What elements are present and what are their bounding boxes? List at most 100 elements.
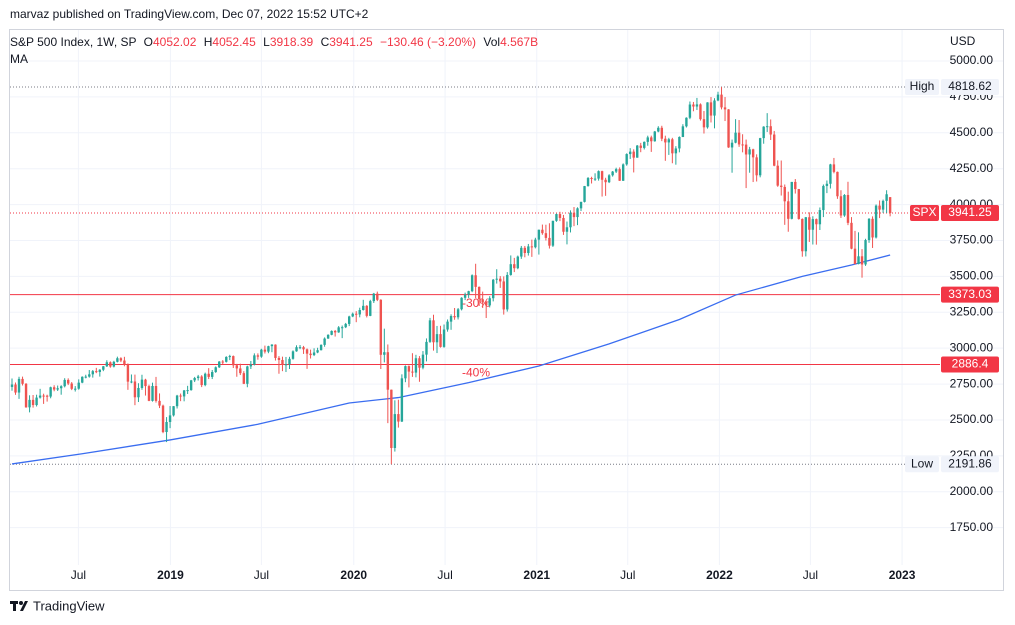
candle-body — [836, 171, 839, 197]
candle-body — [794, 181, 797, 190]
candle-body — [379, 299, 383, 355]
candle-body — [808, 217, 811, 230]
candle-body — [716, 94, 720, 101]
legend-value: 3918.39 — [269, 35, 314, 49]
candle-body — [825, 183, 829, 186]
candle-body — [811, 219, 815, 230]
candle-body — [172, 406, 175, 416]
candle-body — [228, 356, 231, 358]
candle-body — [470, 275, 474, 292]
x-tick-label: Jul — [437, 568, 452, 582]
candle-body — [818, 210, 822, 225]
candle-body — [822, 185, 825, 211]
candle-body — [232, 356, 235, 366]
candle-body — [263, 349, 267, 352]
candle-body — [460, 297, 463, 310]
candle-body — [709, 102, 713, 116]
x-tick-label: 2021 — [523, 568, 550, 582]
candle-body — [407, 366, 411, 372]
candle-body — [316, 350, 319, 353]
x-tick-label: Jul — [803, 568, 818, 582]
candle-body — [780, 185, 783, 187]
candle-body — [657, 127, 660, 132]
candle-body — [17, 378, 21, 393]
candle-body — [147, 386, 151, 401]
candle-body — [95, 371, 98, 373]
candle-body — [678, 136, 681, 149]
candle-body — [59, 386, 63, 389]
y-tick-label: 2750.00 — [950, 376, 994, 390]
candle-body — [211, 372, 214, 377]
candle-body — [35, 397, 38, 406]
legend-value: 4.567B — [500, 35, 539, 49]
x-tick-label: 2020 — [340, 568, 367, 582]
candle-body — [744, 144, 748, 155]
candle-body — [509, 264, 512, 275]
candle-body — [650, 137, 653, 142]
candle-body — [344, 323, 347, 328]
candle-body — [383, 352, 386, 355]
brand-logo — [10, 601, 28, 611]
candle-body — [843, 194, 846, 216]
candle-body — [860, 256, 864, 265]
candle-body — [337, 327, 340, 333]
candle-body — [390, 389, 393, 448]
ma-line — [11, 254, 891, 465]
candle-body — [730, 142, 734, 148]
candle-body — [270, 344, 274, 347]
candle-body — [333, 330, 337, 333]
candle-body — [28, 399, 31, 408]
candle-body — [302, 347, 305, 350]
candle-body — [249, 364, 253, 367]
levels: -30%-40% — [10, 86, 940, 465]
candle-body — [239, 368, 242, 374]
candle-body — [674, 148, 678, 154]
candle-body — [646, 137, 649, 142]
candle-body — [864, 240, 867, 265]
candle-body — [702, 119, 706, 128]
candle-body — [685, 117, 688, 127]
level-price: 3373.03 — [948, 287, 992, 301]
candle-body — [734, 132, 737, 143]
candle-body — [456, 309, 460, 318]
candle-body — [867, 218, 871, 241]
last-price-tag-box — [941, 205, 999, 222]
candle-body — [463, 294, 467, 298]
candle-body — [765, 126, 769, 128]
candle-body — [253, 355, 256, 365]
candle-body — [154, 385, 158, 401]
candle-body — [267, 346, 270, 352]
candle-body — [506, 274, 509, 310]
legend-label: O — [143, 35, 153, 49]
candle-body — [274, 344, 277, 358]
candle-body — [604, 179, 607, 183]
candle-body — [857, 256, 860, 265]
candle-body — [555, 214, 558, 221]
candle-body — [797, 189, 800, 219]
candle-body — [607, 175, 611, 183]
candle-body — [45, 395, 49, 397]
level-price-box — [941, 286, 999, 303]
candle-body — [63, 379, 66, 387]
axes: 1750.002000.002250.002500.002750.003000.… — [71, 53, 994, 582]
candle-body — [256, 355, 260, 357]
candle-body — [815, 219, 818, 225]
low_mark-label-box — [905, 456, 939, 473]
candle-body — [207, 373, 210, 377]
high_mark-label-box — [905, 79, 939, 96]
candle-body — [748, 149, 751, 155]
candle-body — [376, 293, 379, 300]
candle-body — [488, 298, 491, 306]
candle-body — [175, 395, 179, 407]
candle-body — [790, 181, 793, 219]
symbol-tag-box — [910, 205, 939, 222]
frame — [9, 29, 1004, 591]
candle-body — [31, 399, 35, 406]
candle-body — [425, 341, 428, 355]
candle-body — [769, 126, 772, 135]
indicator: MA — [10, 52, 28, 66]
candle-body — [116, 358, 119, 362]
candle-body — [628, 151, 632, 155]
candle-body — [102, 366, 105, 370]
